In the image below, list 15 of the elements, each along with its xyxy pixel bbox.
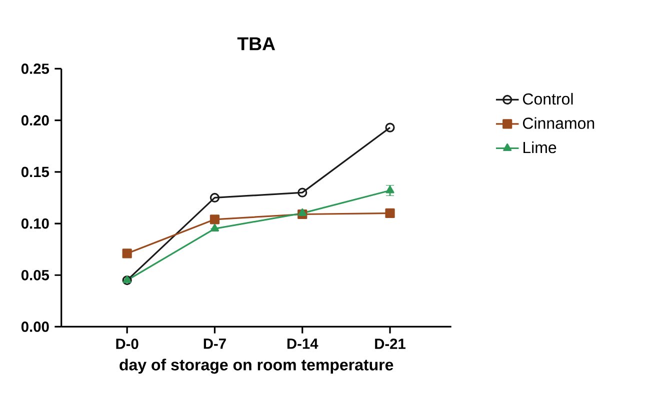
y-tick-label: 0.15 [21,166,50,178]
chart-title: TBA [237,37,276,50]
x-tick-label: D-7 [204,338,226,349]
legend-label: Cinnamon [523,117,594,129]
y-tick-label: 0.20 [21,115,49,126]
legend-label: Control [523,92,573,105]
legend-label: Lime [524,141,556,154]
y-tick-label: 0.00 [21,322,49,332]
x-tick-label: D-14 [287,338,318,349]
x-tick-label: D-0 [116,338,138,350]
y-tick-label: 0.25 [21,64,50,74]
y-tick-label: 0.10 [21,218,49,229]
x-tick-label: D-21 [375,338,406,349]
y-tick-label: 0.05 [21,270,50,280]
x-axis-title: day of storage on room temperature [120,358,394,374]
